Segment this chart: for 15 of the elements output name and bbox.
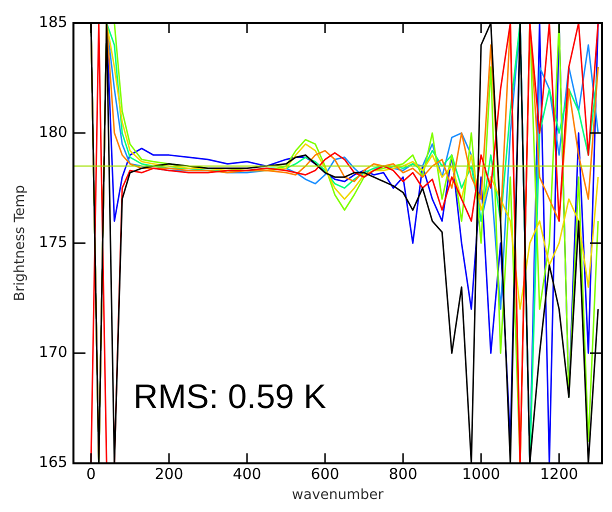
annotation: RMS: 0.59 K — [133, 378, 326, 416]
y-tick-label: 185 — [38, 12, 68, 31]
x-tick-label: 400 — [232, 465, 262, 484]
x-tick-label: 200 — [154, 465, 184, 484]
y-axis-title: Brightness Temp — [12, 184, 28, 302]
y-tick-label: 180 — [38, 122, 68, 141]
y-tick-label: 175 — [38, 232, 68, 251]
y-tick-label: 170 — [38, 343, 68, 362]
x-tick-label: 1000 — [462, 465, 500, 484]
x-axis-title: wavenumber — [292, 487, 384, 504]
x-tick-label: 0 — [86, 465, 96, 484]
y-tick-label: 165 — [38, 453, 68, 472]
x-tick-label: 1200 — [540, 465, 578, 484]
x-tick-label: 800 — [388, 465, 418, 484]
x-tick-label: 600 — [310, 465, 340, 484]
